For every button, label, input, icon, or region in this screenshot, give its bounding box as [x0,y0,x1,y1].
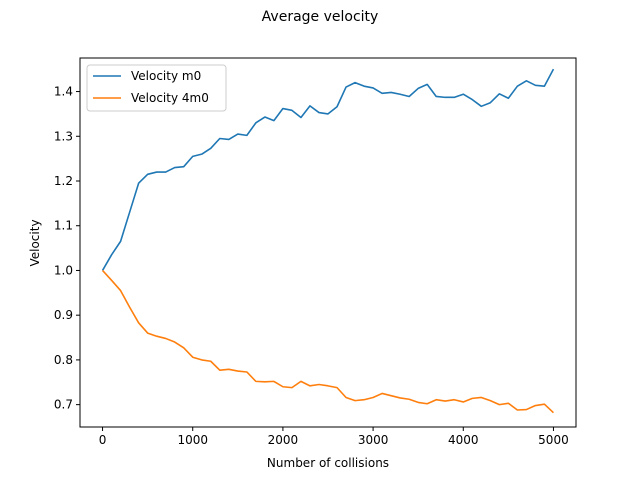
x-tick-label: 0 [99,433,107,447]
y-tick-label: 1.3 [54,129,73,143]
series-line-1 [101,68,555,271]
legend-label-2: Velocity 4m0 [131,91,209,105]
series-group [101,68,555,414]
x-tick-label: 3000 [358,433,389,447]
series-line-2 [101,269,554,414]
y-tick-label: 0.7 [54,398,73,412]
legend-label-1: Velocity m0 [131,69,201,83]
x-tick-label: 5000 [538,433,569,447]
y-tick-label: 1.4 [54,85,73,99]
x-tick-label: 1000 [177,433,208,447]
y-tick-label: 0.8 [54,353,73,367]
x-axis-label: Number of collisions [267,456,389,470]
y-tick-label: 0.9 [54,308,73,322]
legend-box [86,64,227,112]
legend: Velocity m0 Velocity 4m0 [86,64,227,112]
x-tick-label: 2000 [268,433,299,447]
x-tick-label: 4000 [448,433,479,447]
x-axis: 0 1000 2000 3000 4000 5000 [99,427,569,447]
chart-title: Average velocity [262,9,379,25]
y-tick-label: 1.0 [54,263,73,277]
plot-frame [79,57,577,428]
y-axis: 0.7 0.8 0.9 1.0 1.1 1.2 1.3 1.4 [54,85,80,412]
y-tick-label: 1.1 [54,219,73,233]
y-axis-label: Velocity [28,219,42,266]
legend-entries: Velocity m0 Velocity 4m0 [93,69,209,105]
y-tick-label: 1.2 [54,174,73,188]
